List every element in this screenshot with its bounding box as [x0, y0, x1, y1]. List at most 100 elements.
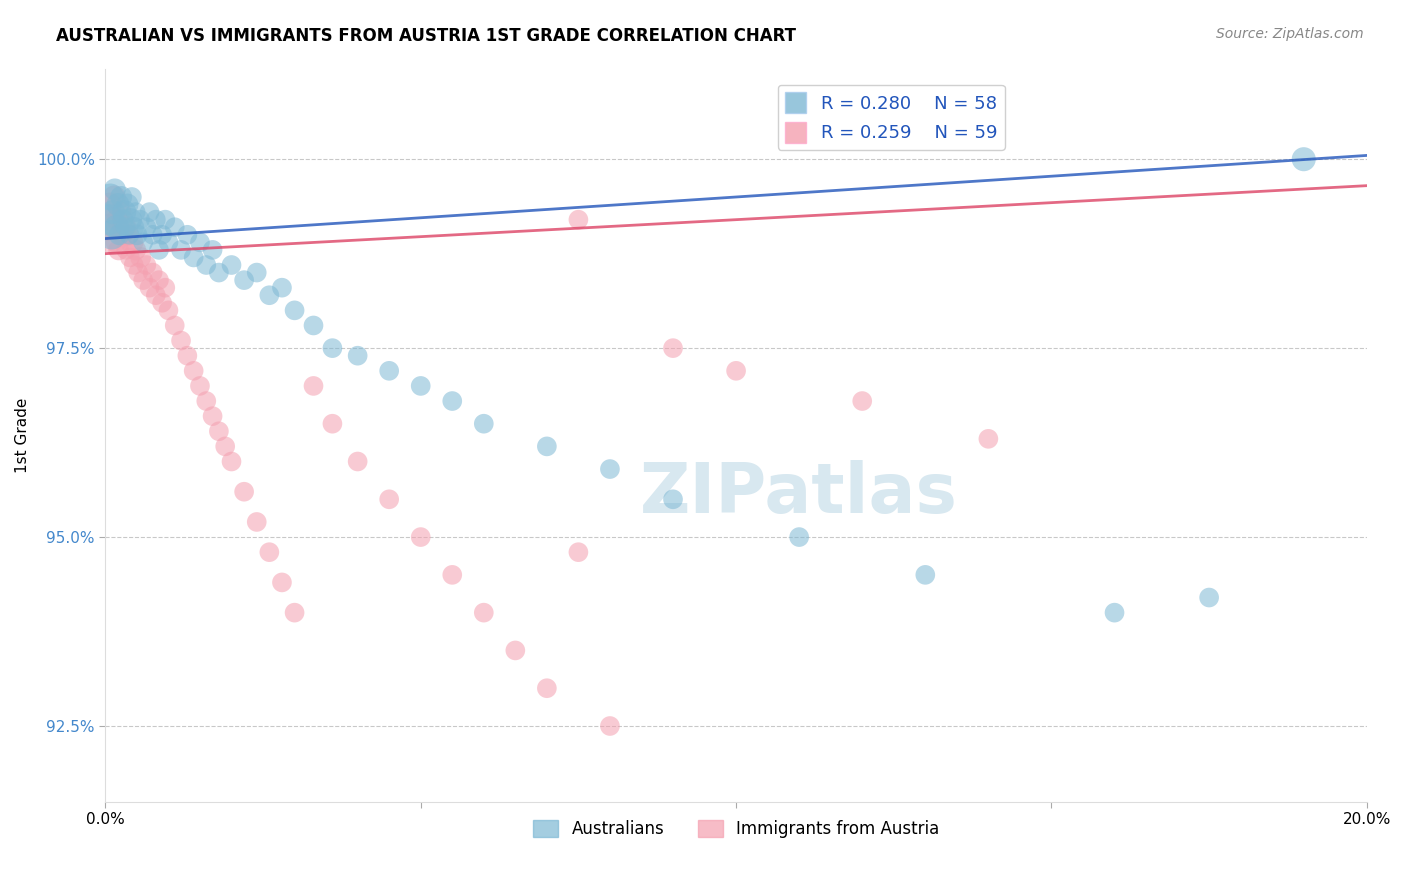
Point	[145, 288, 167, 302]
Point	[188, 379, 211, 393]
Point	[346, 454, 368, 468]
Point	[662, 341, 685, 355]
Point	[208, 424, 231, 438]
Point	[132, 273, 155, 287]
Point	[599, 462, 621, 476]
Point	[163, 220, 186, 235]
Point	[378, 364, 401, 378]
Point	[170, 334, 193, 348]
Point	[409, 530, 432, 544]
Point	[472, 606, 495, 620]
Point	[195, 394, 218, 409]
Point	[114, 220, 136, 235]
Point	[118, 227, 141, 242]
Point	[118, 251, 141, 265]
Point	[1104, 606, 1126, 620]
Point	[233, 273, 256, 287]
Point	[105, 212, 128, 227]
Point	[157, 303, 180, 318]
Point	[115, 243, 138, 257]
Point	[101, 205, 124, 219]
Point	[122, 220, 145, 235]
Y-axis label: 1st Grade: 1st Grade	[15, 397, 30, 473]
Point	[150, 227, 173, 242]
Point	[107, 243, 129, 257]
Point	[441, 394, 464, 409]
Point	[977, 432, 1000, 446]
Point	[135, 220, 157, 235]
Point	[97, 212, 120, 227]
Point	[188, 235, 211, 250]
Point	[536, 681, 558, 696]
Point	[246, 266, 269, 280]
Point	[127, 266, 149, 280]
Point	[246, 515, 269, 529]
Point	[233, 484, 256, 499]
Point	[110, 205, 132, 219]
Point	[201, 243, 224, 257]
Point	[321, 341, 343, 355]
Point	[121, 235, 143, 250]
Point	[183, 251, 205, 265]
Point	[176, 349, 198, 363]
Point	[105, 220, 128, 235]
Point	[142, 266, 165, 280]
Point	[124, 243, 146, 257]
Point	[100, 190, 122, 204]
Point	[1292, 152, 1315, 166]
Point	[150, 295, 173, 310]
Point	[221, 258, 243, 272]
Point	[122, 258, 145, 272]
Point	[125, 227, 148, 242]
Point	[851, 394, 873, 409]
Point	[1198, 591, 1220, 605]
Point	[201, 409, 224, 424]
Point	[725, 364, 748, 378]
Point	[100, 235, 122, 250]
Point	[98, 197, 121, 211]
Point	[599, 719, 621, 733]
Point	[138, 281, 160, 295]
Point	[221, 454, 243, 468]
Point	[112, 220, 135, 235]
Point	[103, 190, 125, 204]
Point	[208, 266, 231, 280]
Point	[271, 281, 294, 295]
Point	[117, 197, 139, 211]
Point	[129, 251, 152, 265]
Point	[138, 205, 160, 219]
Point	[346, 349, 368, 363]
Point	[183, 364, 205, 378]
Point	[176, 227, 198, 242]
Point	[104, 182, 127, 196]
Point	[157, 235, 180, 250]
Point	[567, 212, 589, 227]
Point	[129, 212, 152, 227]
Text: Source: ZipAtlas.com: Source: ZipAtlas.com	[1216, 27, 1364, 41]
Text: ZIPatlas: ZIPatlas	[640, 460, 957, 527]
Point	[284, 606, 307, 620]
Point	[100, 227, 122, 242]
Point	[170, 243, 193, 257]
Point	[195, 258, 218, 272]
Point	[110, 190, 132, 204]
Text: AUSTRALIAN VS IMMIGRANTS FROM AUSTRIA 1ST GRADE CORRELATION CHART: AUSTRALIAN VS IMMIGRANTS FROM AUSTRIA 1S…	[56, 27, 796, 45]
Point	[662, 492, 685, 507]
Point	[132, 235, 155, 250]
Point	[108, 227, 131, 242]
Point	[142, 227, 165, 242]
Point	[155, 212, 177, 227]
Point	[214, 439, 236, 453]
Point	[505, 643, 527, 657]
Point	[284, 303, 307, 318]
Point	[135, 258, 157, 272]
Point	[378, 492, 401, 507]
Point	[302, 318, 325, 333]
Point	[472, 417, 495, 431]
Point	[117, 227, 139, 242]
Point	[107, 197, 129, 211]
Point	[124, 205, 146, 219]
Point	[155, 281, 177, 295]
Point	[914, 567, 936, 582]
Point	[321, 417, 343, 431]
